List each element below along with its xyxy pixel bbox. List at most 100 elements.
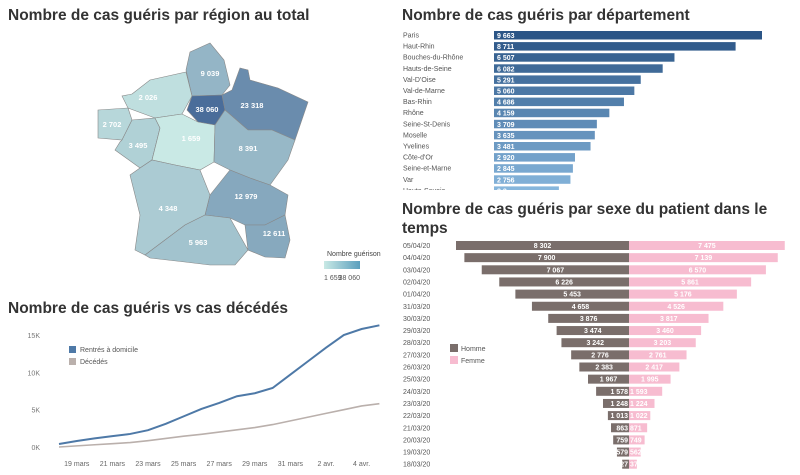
x-tick-label: 31 mars [278, 461, 304, 468]
x-tick-label: 21 mars [100, 461, 126, 468]
date-label: 04/04/20 [403, 255, 430, 262]
date-label: 03/04/20 [403, 267, 430, 274]
region-label: 3 495 [129, 141, 148, 150]
femme-value: 5 176 [674, 292, 692, 299]
dept-value: 4 159 [497, 111, 515, 118]
dept-bar[interactable] [494, 119, 597, 129]
date-label: 21/03/20 [403, 425, 430, 432]
region-10[interactable] [244, 214, 291, 259]
date-label: 24/03/20 [403, 389, 430, 396]
femme-bar[interactable] [629, 362, 680, 372]
date-label: 27/03/20 [403, 352, 430, 359]
region-11[interactable] [144, 214, 249, 266]
dept-bar[interactable] [494, 142, 591, 151]
femme-bar[interactable] [629, 423, 648, 433]
femme-bar[interactable] [629, 313, 709, 323]
femme-value: 1 022 [630, 413, 648, 420]
dept-value: 2 845 [497, 166, 515, 173]
dept-label: Seine-et-Marne [403, 166, 451, 173]
date-label: 25/03/20 [403, 377, 430, 384]
date-label: 02/04/20 [403, 279, 430, 286]
femme-bar[interactable] [629, 350, 687, 360]
legend-label: Rentrés à domicile [80, 347, 138, 354]
homme-bar[interactable] [607, 411, 629, 421]
homme-bar[interactable] [622, 459, 629, 469]
femme-value: 3 203 [654, 340, 672, 347]
femme-bar[interactable] [629, 326, 702, 336]
dept-bar[interactable] [494, 153, 575, 162]
homme-bar[interactable] [548, 313, 629, 323]
dept-label: Val-de-Marne [403, 88, 445, 95]
series-line-1 [58, 402, 380, 448]
dept-bar[interactable] [494, 75, 641, 84]
femme-value: 2 417 [645, 365, 663, 372]
femme-bar[interactable] [629, 277, 752, 287]
homme-bar[interactable] [579, 362, 629, 372]
femme-bar[interactable] [629, 447, 641, 457]
homme-bar[interactable] [611, 423, 629, 433]
homme-bar[interactable] [464, 253, 629, 263]
region-label: 2 026 [139, 93, 158, 102]
femme-bar[interactable] [629, 374, 671, 384]
dept-bar[interactable] [494, 130, 595, 140]
homme-bar[interactable] [616, 447, 629, 457]
dept-value: 4 686 [497, 100, 515, 107]
region-label: 8 391 [239, 144, 258, 153]
dept-title: Nombre de cas guéris par département [402, 7, 690, 24]
dept-value: 2 920 [497, 155, 515, 162]
dept-value: 5 060 [497, 89, 515, 96]
dept-bar[interactable] [494, 108, 610, 118]
dept-bar[interactable] [494, 31, 762, 40]
dept-bar[interactable] [494, 175, 571, 184]
homme-bar[interactable] [456, 241, 629, 250]
femme-bar[interactable] [629, 253, 778, 263]
region-0[interactable] [185, 42, 231, 97]
femme-bar[interactable] [629, 338, 696, 348]
dept-label: Côte-d'Or [403, 155, 434, 162]
homme-bar[interactable] [602, 398, 629, 408]
homme-bar[interactable] [596, 386, 629, 396]
femme-value: 5 861 [681, 279, 699, 286]
femme-bar[interactable] [629, 241, 785, 250]
homme-bar[interactable] [531, 301, 629, 311]
homme-bar[interactable] [613, 435, 629, 445]
homme-bar[interactable] [481, 265, 629, 275]
homme-bar[interactable] [561, 338, 629, 348]
dept-bar[interactable] [494, 42, 736, 51]
region-7[interactable] [213, 109, 296, 186]
femme-bar[interactable] [629, 435, 645, 445]
region-label: 38 060 [196, 105, 219, 114]
femme-bar[interactable] [629, 459, 637, 469]
dept-bar[interactable] [494, 86, 635, 96]
legend-label: Homme [461, 346, 486, 353]
femme-bar[interactable] [629, 398, 655, 408]
region-label: 2 702 [103, 120, 122, 129]
homme-bar[interactable] [515, 289, 629, 299]
femme-bar[interactable] [629, 301, 724, 311]
homme-value: 7 067 [547, 267, 565, 274]
femme-value: 7 475 [698, 243, 716, 250]
femme-bar[interactable] [629, 265, 766, 275]
homme-bar[interactable] [499, 277, 629, 287]
homme-bar[interactable] [588, 374, 629, 384]
homme-value: 3 876 [580, 316, 598, 323]
dept-bar[interactable] [494, 164, 573, 173]
homme-bar[interactable] [571, 350, 629, 360]
map-legend-max: 38 060 [339, 275, 361, 282]
homme-bar[interactable] [556, 326, 629, 336]
dept-bar[interactable] [494, 97, 624, 107]
femme-value: 4 526 [667, 304, 685, 311]
dept-value: 5 291 [497, 77, 515, 84]
homme-value: 6 226 [555, 279, 573, 286]
x-tick-label: 19 mars [64, 461, 90, 468]
femme-bar[interactable] [629, 386, 663, 396]
legend-swatch [69, 358, 76, 365]
dept-value: 9 663 [497, 33, 515, 40]
dept-bar[interactable] [494, 53, 675, 62]
map-legend-title: Nombre guérison [327, 251, 381, 258]
femme-bar[interactable] [629, 289, 737, 299]
dept-bar[interactable] [494, 64, 663, 73]
femme-bar[interactable] [629, 411, 651, 421]
region-label: 1 659 [182, 134, 201, 143]
dept-label: Bouches-du-Rhône [403, 55, 463, 62]
